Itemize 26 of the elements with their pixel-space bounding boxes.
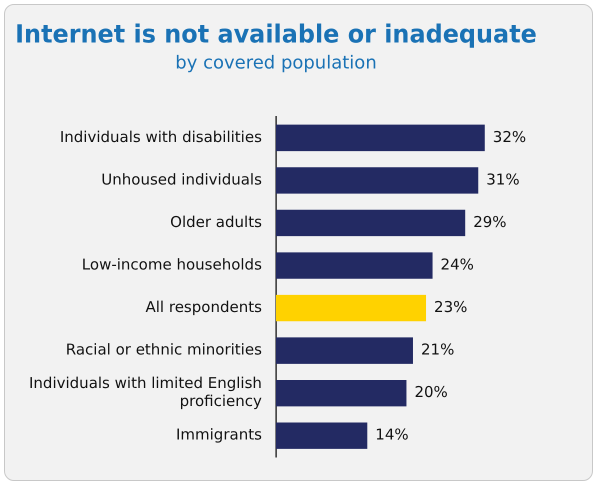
y-tick-label: Low-income households: [82, 255, 262, 274]
bar: [276, 422, 368, 449]
data-label: 29%: [473, 212, 507, 231]
data-label: 21%: [420, 340, 454, 359]
data-label: 23%: [434, 298, 468, 316]
data-label: 14%: [375, 426, 409, 444]
data-label: 32%: [492, 128, 526, 146]
y-tick-label: Racial or ethnic minorities: [66, 340, 262, 359]
bar: [276, 167, 478, 194]
bar: [276, 294, 426, 322]
data-label: 20%: [414, 383, 448, 402]
y-tick-label: Immigrants: [176, 426, 262, 444]
bar: [276, 252, 433, 279]
chart-title: Internet is not available or inadequate: [15, 19, 537, 49]
bar: [276, 210, 466, 236]
chart-subtitle: by covered population: [175, 52, 377, 74]
y-tick-label: Older adults: [170, 212, 262, 231]
y-tick-label: Individuals with disabilities: [60, 128, 262, 146]
bar: [276, 337, 413, 364]
data-label: 31%: [486, 170, 520, 188]
y-tick-label: Unhoused individuals: [101, 170, 262, 188]
y-tick-label: Individuals with limited English proficiency: [28, 374, 262, 410]
data-label: 24%: [440, 255, 474, 274]
y-tick-label: All respondents: [145, 298, 262, 316]
bar: [276, 380, 406, 406]
bar: [276, 124, 485, 152]
